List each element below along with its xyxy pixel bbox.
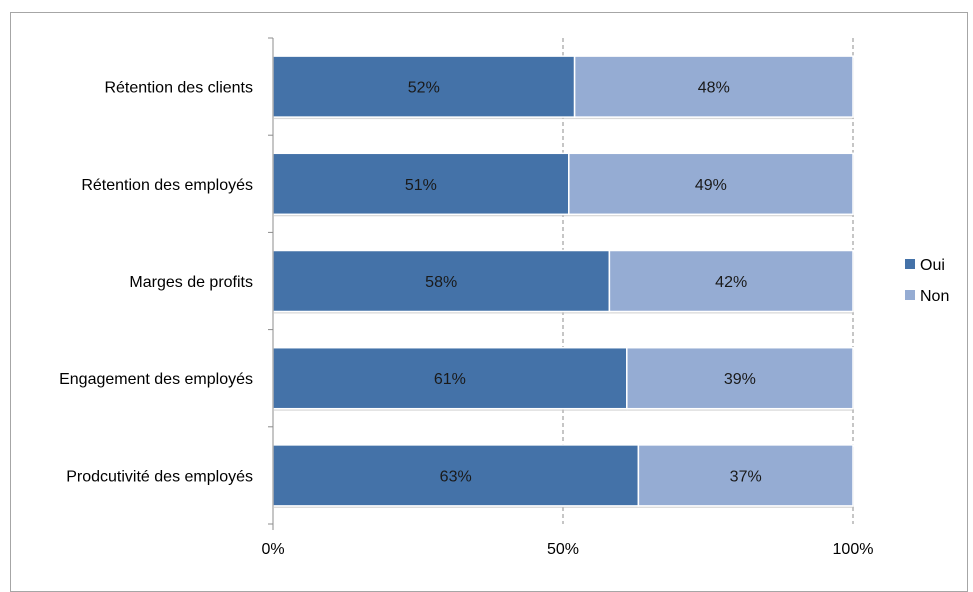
category-label-3: Engagement des employés	[59, 371, 253, 388]
data-label-non-4: 37%	[730, 468, 762, 485]
data-label-non-1: 49%	[695, 177, 727, 194]
category-label-4: Prodcutivité des employés	[66, 468, 253, 485]
bar-oui-4	[272, 444, 640, 507]
category-label-0: Rétention des clients	[104, 80, 253, 97]
data-label-oui-4: 63%	[440, 468, 472, 485]
bar-oui-0	[272, 55, 576, 118]
data-label-non-2: 42%	[715, 274, 747, 291]
x-tick-label-2: 100%	[833, 541, 874, 558]
data-label-non-0: 48%	[698, 80, 730, 97]
legend-swatch-oui	[905, 259, 915, 269]
legend-label-non: Non	[920, 288, 949, 305]
data-label-oui-3: 61%	[434, 371, 466, 388]
legend-label-oui: Oui	[920, 257, 945, 274]
bars: 52% 48% 51% 49% 58% 42% 61% 39% 63% 37%	[272, 55, 854, 508]
bar-non-1	[568, 152, 854, 216]
category-label-1: Rétention des employés	[81, 177, 253, 194]
bar-non-0	[573, 55, 854, 118]
x-tick-label-0: 0%	[261, 541, 284, 558]
bar-non-3	[626, 346, 854, 410]
legend: Oui Non	[905, 257, 949, 305]
category-label-2: Marges de profits	[129, 274, 253, 291]
data-label-non-3: 39%	[724, 371, 756, 388]
data-label-oui-0: 52%	[408, 80, 440, 97]
data-label-oui-2: 58%	[425, 274, 457, 291]
stacked-bar-chart: 52% 48% 51% 49% 58% 42% 61% 39% 63% 37% Rétention…	[59, 37, 949, 558]
axes: Rétention des clients Rétention des emplo…	[59, 37, 874, 558]
data-label-oui-1: 51%	[405, 177, 437, 194]
legend-swatch-non	[905, 290, 915, 300]
bar-non-4	[637, 444, 854, 507]
bar-non-2	[608, 249, 854, 313]
x-tick-label-1: 50%	[547, 541, 579, 558]
